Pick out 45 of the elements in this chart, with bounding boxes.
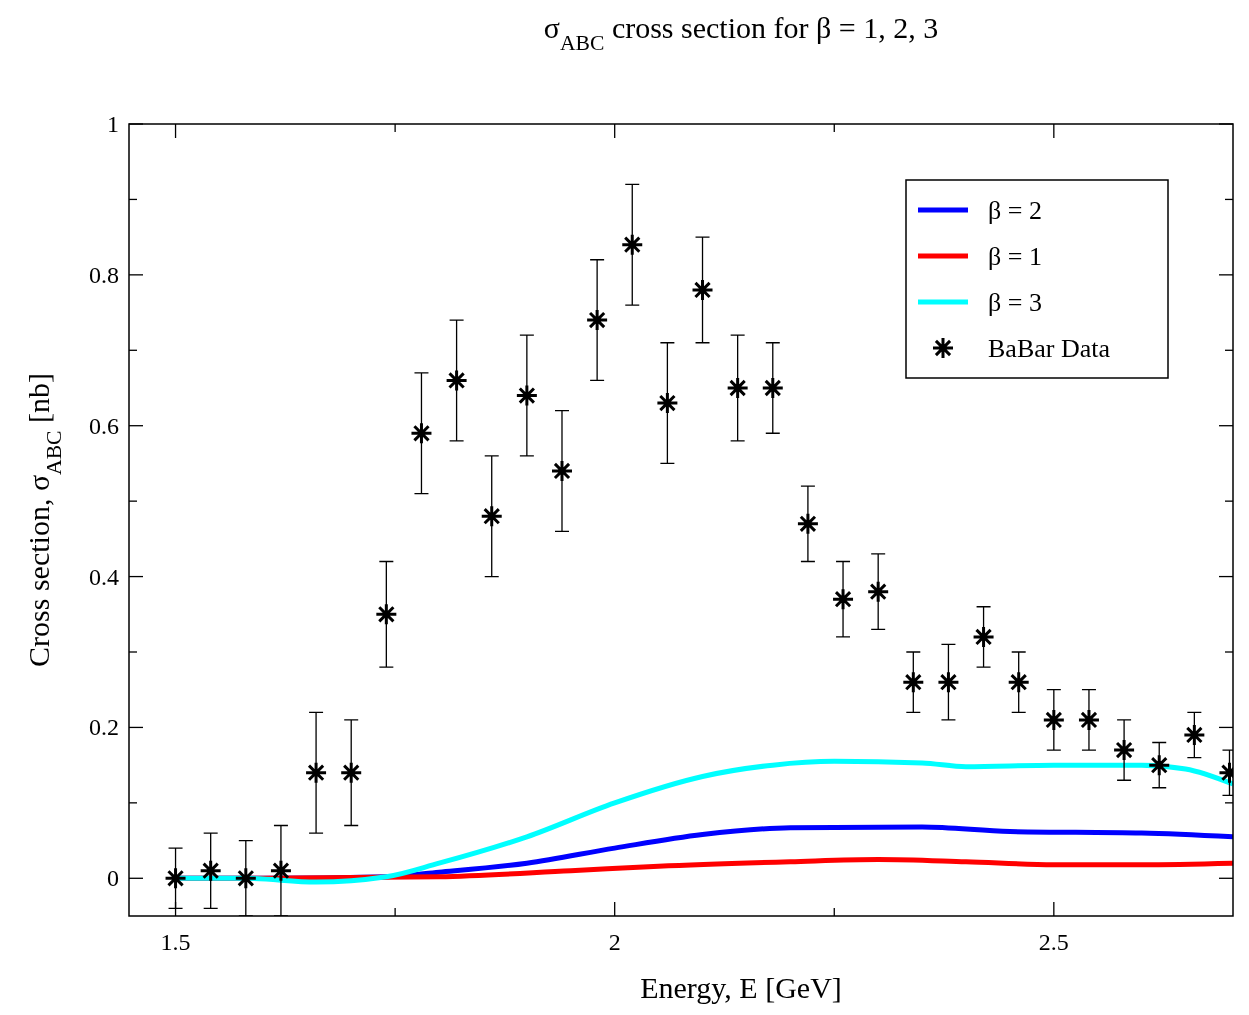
point: [796, 512, 820, 536]
point: [901, 670, 925, 694]
legend-label: β = 3: [988, 288, 1042, 317]
point: [304, 761, 328, 785]
point: [339, 761, 363, 785]
y-tick-label: 0.4: [89, 563, 119, 590]
x-tick-label: 2: [608, 929, 621, 955]
y-tick-label: 1: [107, 111, 119, 137]
legend-label: β = 1: [988, 242, 1042, 271]
point: [550, 459, 574, 483]
point: [866, 580, 890, 604]
point: [585, 308, 609, 332]
legend-label: β = 2: [988, 196, 1042, 225]
point: [831, 587, 855, 611]
point: [1112, 738, 1136, 762]
chart-title: σ$_{ABC}$ cross section for β = 1, 2, 3: [543, 11, 939, 55]
point: [691, 278, 715, 302]
point: [1007, 670, 1031, 694]
point: [269, 859, 293, 883]
point: [972, 625, 996, 649]
point: [480, 504, 504, 528]
point: [655, 391, 679, 415]
point: [199, 859, 223, 883]
point: [374, 602, 398, 626]
point: [234, 866, 258, 890]
point: [164, 866, 188, 890]
point: [1077, 708, 1101, 732]
point: [1182, 723, 1206, 747]
x-tick-label: 1.5: [160, 929, 191, 955]
y-tick-label: 0: [107, 865, 119, 892]
legend-label: BaBar Data: [988, 334, 1111, 363]
y-tick-label: 0.2: [89, 714, 119, 741]
point: [1147, 753, 1171, 777]
y-tick-label: 0.6: [89, 412, 119, 439]
point: [936, 670, 960, 694]
x-axis-title: Energy, E [GeV]: [640, 971, 842, 1004]
point: [620, 233, 644, 257]
point: [409, 421, 433, 445]
point: [515, 384, 539, 408]
point: [445, 368, 469, 392]
x-tick-label: 2.5: [1038, 929, 1069, 955]
point: [761, 376, 785, 400]
point: [1042, 708, 1066, 732]
point: [726, 376, 750, 400]
y-tick-label: 0.8: [89, 261, 119, 288]
